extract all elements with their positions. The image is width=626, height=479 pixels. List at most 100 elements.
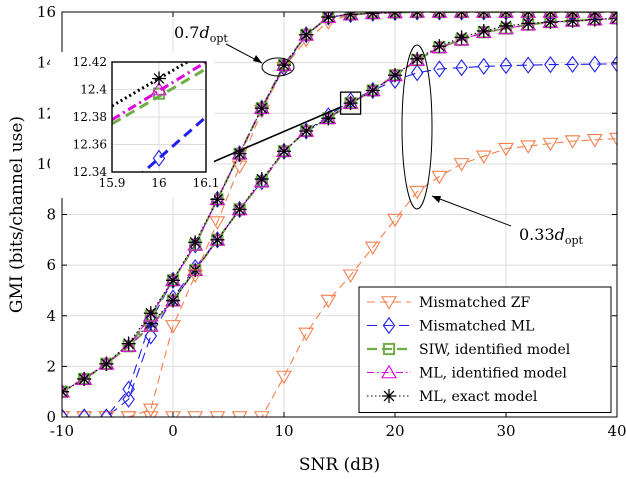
data-point [612,12,617,20]
data-point [253,411,270,417]
data-point [568,12,578,20]
data-point [431,170,448,185]
y-tick-label: 0 [46,408,56,426]
legend-label: ML, exact model [419,389,538,405]
series-line [62,12,617,417]
data-point [544,56,557,74]
legend-marker [382,389,396,403]
annotation-label: 0.33dopt [519,225,584,247]
inset-y-tick-label: 12.36 [73,138,107,152]
annotations: 0.7dopt 0.33dopt [174,23,584,247]
data-point [210,232,225,247]
data-point [498,20,514,35]
inset-y-tick-label: 12.4 [80,83,107,97]
series-line [62,12,617,393]
data-point [120,411,137,417]
data-point [588,12,602,21]
data-point [501,12,511,20]
inset-y-tick-label: 12.34 [73,165,108,179]
data-point [566,55,579,74]
data-point [299,26,313,44]
data-point [499,18,513,33]
inset-series-line [112,67,206,126]
y-tick-label: 8 [46,206,56,224]
data-point [255,99,269,117]
annotation-label: 0.7dopt [174,23,228,45]
legend-marker [382,316,396,335]
inset-x-tick-label: 15.9 [99,176,126,190]
data-point [543,15,558,30]
data-point [475,150,492,165]
data-point [231,411,248,417]
data-point [343,12,358,22]
data-point [520,140,537,154]
data-point [434,12,444,20]
data-point [521,56,535,74]
legend: Mismatched ZF Mismatched ML SIW, identifie… [358,286,612,413]
data-point [253,173,270,188]
inset-x-tick-label: 16 [151,176,166,190]
data-point [609,132,617,147]
inset-y-tick-label: 12.38 [73,110,107,124]
data-point [433,60,446,78]
data-point [410,51,425,66]
data-point [120,338,137,352]
data-point [453,158,470,172]
data-point [388,68,402,83]
data-point [142,318,159,332]
data-point [544,12,557,21]
data-point [477,12,491,21]
data-point [100,408,113,417]
data-point [365,12,380,21]
data-point [499,12,513,21]
data-point [586,134,603,148]
data-point [523,12,533,20]
annotation-ellipse [401,44,433,210]
data-point [476,23,491,38]
legend-marker [381,364,397,379]
data-point [210,192,225,207]
data-point [365,83,380,98]
data-point [188,235,203,250]
data-point [76,411,93,417]
data-point [432,39,447,54]
data-point [343,96,358,111]
data-point [211,231,224,249]
data-point [277,142,291,160]
data-point [165,411,181,417]
y-tick-label: 6 [46,256,56,274]
data-point [233,200,246,219]
x-tick-label: 20 [385,422,404,440]
inset-data-point [152,71,166,86]
data-point [254,101,269,116]
data-point [77,408,91,417]
data-point [410,64,424,82]
inset-series-line [141,115,206,172]
data-point [321,111,336,126]
data-point [542,137,559,152]
data-point [166,271,180,289]
data-point [521,16,536,31]
data-point [142,403,159,417]
data-point [322,12,335,26]
data-point [321,12,336,25]
data-point [564,135,581,149]
inset-data-point [151,81,167,96]
data-point [455,12,468,21]
data-point [344,12,357,24]
data-point [122,390,135,408]
data-point [187,269,204,283]
data-point [232,146,247,161]
data-point [320,294,337,309]
data-point [566,12,579,21]
zoom-connector [205,106,341,166]
data-point [298,327,315,342]
inset-frame [111,61,207,173]
legend-label: ML, identified model [419,366,567,382]
data-point [144,327,158,345]
x-tick-label: -10 [50,422,74,440]
data-point [366,12,380,22]
data-point [410,12,424,21]
x-tick-label: 30 [496,422,515,440]
